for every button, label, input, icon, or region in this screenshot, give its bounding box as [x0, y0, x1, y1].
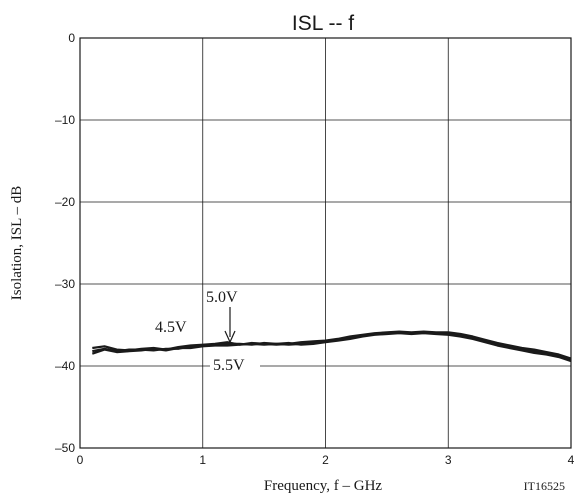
- series-line-5-5v: [91, 332, 572, 363]
- y-tick-label: –40: [55, 359, 75, 373]
- annotation-4-5v: 4.5V: [155, 319, 187, 336]
- x-tick-labels: 0 1 2 3 4: [77, 453, 575, 467]
- annotation-5-0v-arrowhead: [224, 330, 236, 344]
- y-tick-label: 0: [68, 31, 75, 45]
- series-lines: [91, 330, 572, 363]
- figure-code: IT16525: [524, 479, 565, 493]
- y-tick-label: –10: [55, 113, 75, 127]
- plot-frame: [79, 37, 572, 449]
- x-axis-label: Frequency, f – GHz: [264, 478, 382, 494]
- y-tick-label: –30: [55, 277, 75, 291]
- y-tick-labels: 0 –10 –20 –30 –40 –50: [55, 31, 75, 455]
- y-tick-label: –20: [55, 195, 75, 209]
- chart-title: ISL -- f: [292, 12, 354, 35]
- y-axis-label: Isolation, ISL – dB: [9, 186, 25, 300]
- x-tick-label: 2: [322, 453, 329, 467]
- annotation-5-5v: 5.5V: [213, 357, 245, 374]
- annotation-5-0v: 5.0V: [206, 289, 238, 306]
- x-tick-label: 3: [445, 453, 452, 467]
- x-tick-label: 4: [568, 453, 575, 467]
- annotation-5-5v-bg: [210, 354, 260, 374]
- x-tick-label: 1: [199, 453, 206, 467]
- x-tick-label: 0: [77, 453, 84, 467]
- y-tick-label: –50: [55, 441, 75, 455]
- grid: [80, 38, 571, 448]
